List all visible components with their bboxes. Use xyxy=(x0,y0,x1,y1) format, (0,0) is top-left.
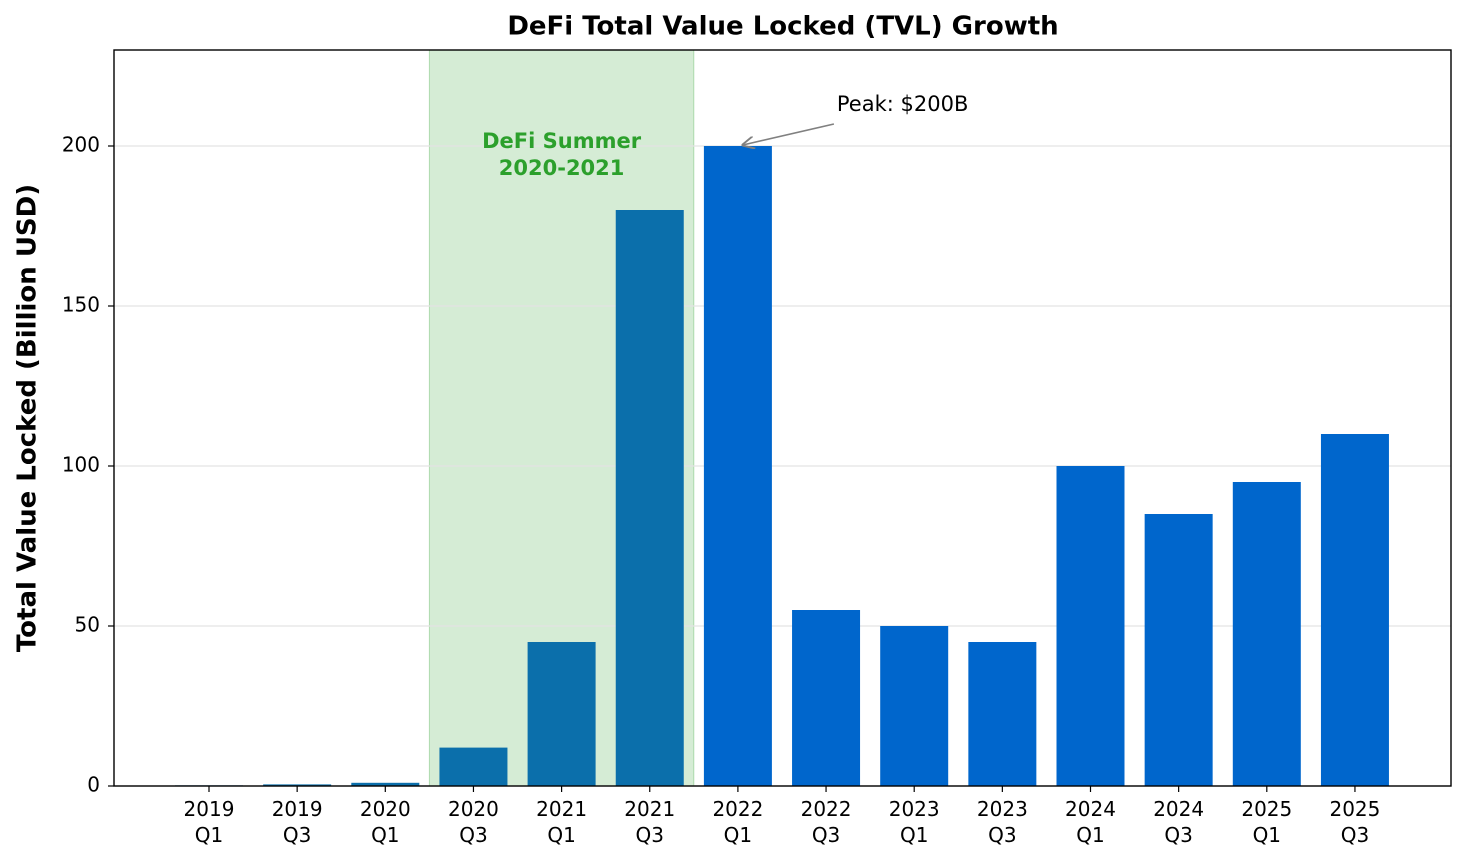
x-tick-label: 2025 Q1 xyxy=(1241,797,1293,847)
y-axis-label: Total Value Locked (Billion USD) xyxy=(13,184,43,652)
x-tick-label: 2020 Q3 xyxy=(447,797,499,847)
highlight-label: DeFi Summer 2020-2021 xyxy=(482,129,642,180)
bar xyxy=(880,626,949,786)
bar xyxy=(1232,482,1301,786)
y-tick-label: 200 xyxy=(62,133,100,157)
x-tick-label: 2020 Q1 xyxy=(359,797,411,847)
annotation-text: Peak: $200B xyxy=(837,92,968,116)
bar xyxy=(1320,434,1389,786)
y-tick-label: 50 xyxy=(75,613,100,637)
bar xyxy=(1144,514,1213,786)
y-tick-label: 100 xyxy=(62,453,100,477)
x-tick-label: 2019 Q1 xyxy=(183,797,235,847)
x-tick-label: 2021 Q1 xyxy=(536,797,588,847)
y-tick-label: 150 xyxy=(62,293,100,317)
bar xyxy=(792,610,861,786)
bar xyxy=(263,784,332,786)
x-tick-label: 2022 Q3 xyxy=(800,797,852,847)
bar xyxy=(439,747,508,786)
bar xyxy=(968,642,1037,786)
bar xyxy=(351,782,420,786)
x-tick-label: 2023 Q1 xyxy=(888,797,940,847)
bar xyxy=(1056,466,1125,786)
bar xyxy=(527,642,596,786)
y-tick-label: 0 xyxy=(87,773,100,797)
annotation-arrow xyxy=(743,123,835,145)
chart-title: DeFi Total Value Locked (TVL) Growth xyxy=(507,12,1058,42)
x-tick-label: 2025 Q3 xyxy=(1329,797,1381,847)
x-tick-label: 2021 Q3 xyxy=(624,797,676,847)
x-tick-label: 2024 Q3 xyxy=(1153,797,1205,847)
x-tick-label: 2022 Q1 xyxy=(712,797,764,847)
x-tick-label: 2019 Q3 xyxy=(271,797,323,847)
bar xyxy=(615,210,684,786)
plot-frame xyxy=(113,49,1452,787)
x-tick-label: 2024 Q1 xyxy=(1065,797,1116,847)
bar xyxy=(703,146,772,786)
x-tick-label: 2023 Q3 xyxy=(976,797,1028,847)
